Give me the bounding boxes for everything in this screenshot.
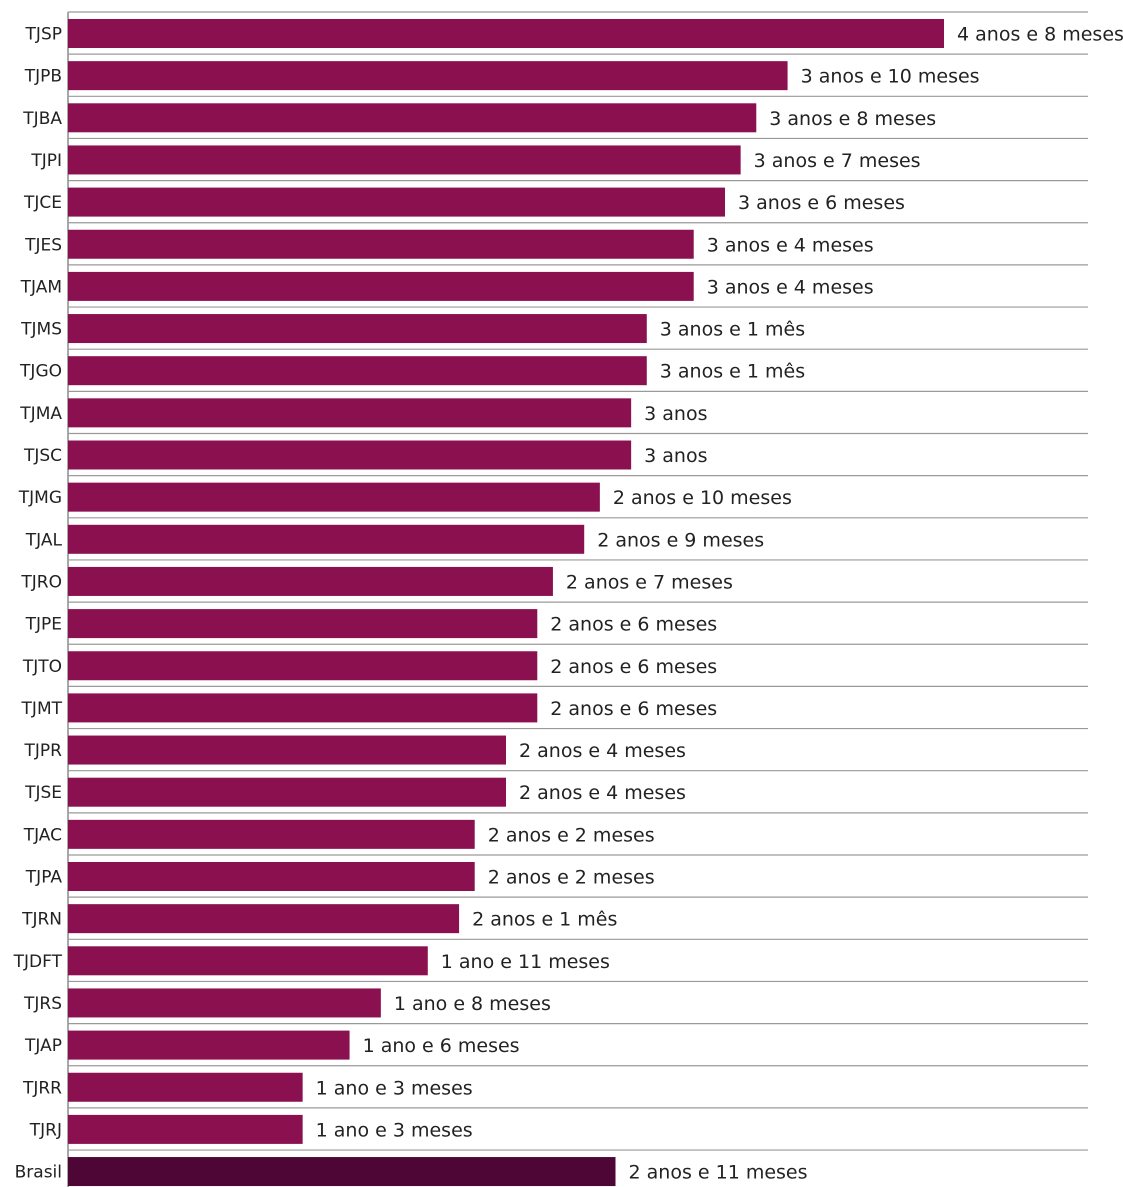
bar-tjac <box>68 819 475 849</box>
bars-group <box>68 19 944 1187</box>
bar-tjmt <box>68 693 538 723</box>
category-label: TJMA <box>19 404 62 424</box>
value-label: 2 anos e 2 meses <box>488 824 655 846</box>
value-label: 1 ano e 3 meses <box>316 1119 473 1141</box>
category-label: TJAL <box>25 530 63 550</box>
value-label: 2 anos e 4 meses <box>519 782 686 804</box>
value-label: 1 ano e 8 meses <box>394 993 551 1015</box>
value-label: 2 anos e 9 meses <box>597 529 764 551</box>
value-label: 1 ano e 6 meses <box>363 1035 520 1057</box>
category-label: TJAC <box>23 825 62 845</box>
value-label: 2 anos e 6 meses <box>550 614 717 636</box>
value-label: 3 anos e 8 meses <box>769 108 936 130</box>
bar-tjam <box>68 271 694 301</box>
bar-tjal <box>68 524 585 554</box>
category-label: TJRR <box>22 1078 62 1098</box>
category-label: TJMG <box>18 488 62 508</box>
bar-tjto <box>68 651 538 681</box>
bar-tjms <box>68 314 647 344</box>
value-label: 1 ano e 11 meses <box>441 951 610 973</box>
category-label: TJSC <box>23 446 62 466</box>
category-label: TJPR <box>24 741 63 761</box>
bar-tjse <box>68 777 506 807</box>
category-label: TJCE <box>23 193 62 213</box>
bar-tjba <box>68 103 757 133</box>
value-label: 3 anos <box>644 403 707 425</box>
category-label: TJAM <box>20 277 62 297</box>
category-labels: TJSP TJPB TJBA TJPI TJCE TJES TJAM TJMS TJGO TJMA… <box>13 25 63 1183</box>
value-label: 2 anos e 1 mês <box>472 909 617 931</box>
bar-tjma <box>68 398 632 428</box>
category-label: TJRJ <box>29 1120 62 1140</box>
value-label: 2 anos e 6 meses <box>550 656 717 678</box>
bar-tjgo <box>68 356 647 386</box>
value-label: 2 anos e 6 meses <box>550 698 717 720</box>
bar-tjpa <box>68 862 475 891</box>
value-labels: 4 anos e 8 meses 3 anos e 10 meses 3 anos … <box>316 24 1123 1184</box>
category-label: TJPA <box>25 868 63 888</box>
value-label: 2 anos e 2 meses <box>488 867 655 889</box>
category-label: TJRS <box>23 994 62 1014</box>
bar-tjrj <box>68 1114 303 1144</box>
value-label: 3 anos e 1 mês <box>660 361 805 383</box>
category-label: TJPI <box>30 151 62 171</box>
value-label: 3 anos e 10 meses <box>801 66 980 88</box>
bar-tjrr <box>68 1072 303 1102</box>
category-label: TJTO <box>22 657 62 677</box>
category-label: Brasil <box>15 1163 62 1183</box>
bar-tjsc <box>68 440 632 470</box>
category-label: TJMT <box>21 699 63 719</box>
bar-tjpr <box>68 735 506 765</box>
value-label: 3 anos e 4 meses <box>707 234 874 256</box>
bar-tjpe <box>68 609 538 639</box>
bar-tjsp <box>68 19 944 48</box>
bar-tjap <box>68 1030 350 1060</box>
bar-tjro <box>68 566 553 596</box>
bar-tjpb <box>68 61 788 91</box>
value-label: 2 anos e 10 meses <box>613 487 792 509</box>
category-label: TJSE <box>24 783 62 803</box>
category-label: TJBA <box>22 109 62 129</box>
category-label: TJAP <box>24 1036 62 1056</box>
bar-tjes <box>68 229 694 259</box>
category-label: TJDFT <box>13 952 63 972</box>
category-label: TJSP <box>25 25 62 45</box>
category-label: TJGO <box>19 362 62 382</box>
bar-tjdft <box>68 946 428 976</box>
value-label: 2 anos e 11 meses <box>629 1162 808 1184</box>
value-label: 4 anos e 8 meses <box>957 24 1123 46</box>
value-label: 3 anos <box>644 445 707 467</box>
bar-brasil <box>68 1157 616 1187</box>
value-label: 3 anos e 6 meses <box>738 192 905 214</box>
bar-tjmg <box>68 482 600 512</box>
category-label: TJPB <box>24 67 62 87</box>
category-label: TJMS <box>20 320 62 340</box>
category-label: TJES <box>24 235 62 255</box>
bar-tjrn <box>68 904 460 934</box>
bar-tjpi <box>68 145 741 175</box>
value-label: 3 anos e 7 meses <box>754 150 921 172</box>
value-label: 2 anos e 7 meses <box>566 571 733 593</box>
value-label: 1 ano e 3 meses <box>316 1077 473 1099</box>
category-label: TJRN <box>21 910 62 930</box>
bar-tjrs <box>68 988 381 1018</box>
category-label: TJRO <box>20 572 62 592</box>
bar-tjce <box>68 187 725 217</box>
value-label: 2 anos e 4 meses <box>519 740 686 762</box>
category-label: TJPE <box>25 615 62 635</box>
value-label: 3 anos e 1 mês <box>660 319 805 341</box>
value-label: 3 anos e 4 meses <box>707 276 874 298</box>
row-separators <box>68 11 1088 1151</box>
